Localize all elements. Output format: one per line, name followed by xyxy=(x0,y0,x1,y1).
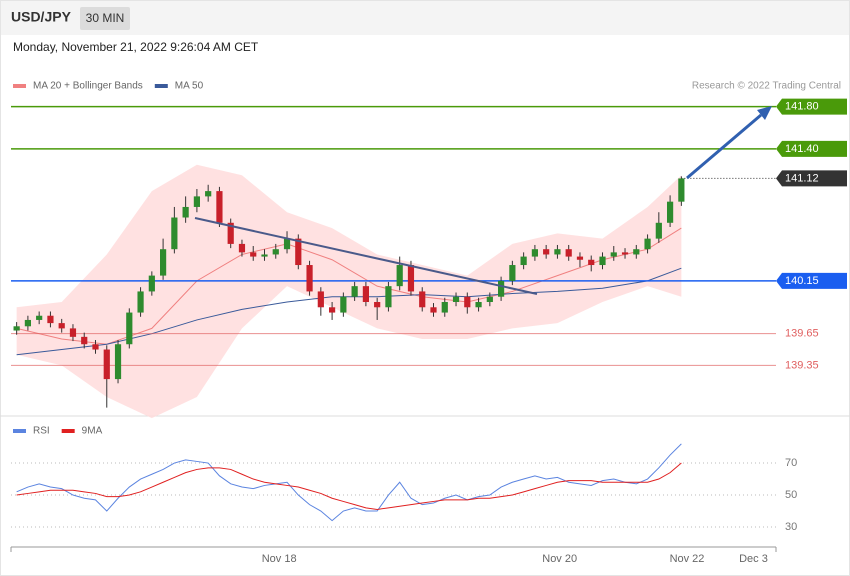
arrow-head xyxy=(757,106,772,120)
candle-body xyxy=(531,249,538,257)
candle-body xyxy=(678,178,685,202)
candle-body xyxy=(588,259,595,266)
bollinger-band xyxy=(16,164,682,419)
candle-body xyxy=(92,344,99,350)
candle-body xyxy=(13,326,20,331)
candle-body xyxy=(351,286,358,297)
candle-body xyxy=(666,201,674,223)
candle-body xyxy=(283,238,291,250)
candle-body xyxy=(137,291,144,313)
level-label: 140.15 xyxy=(785,275,819,287)
rsi-line xyxy=(16,462,682,510)
candle-body xyxy=(633,249,640,255)
candle-body xyxy=(272,249,279,255)
level-label: 141.80 xyxy=(785,101,819,113)
x-tick-label: Nov 18 xyxy=(262,553,297,565)
legend-label: RSI xyxy=(33,426,50,437)
candle-body xyxy=(452,296,460,302)
level-label-box xyxy=(776,272,847,289)
candle-body xyxy=(47,315,54,324)
candle-body xyxy=(520,256,527,266)
candle-body xyxy=(385,286,392,308)
level-label-box xyxy=(776,98,847,115)
candle-body xyxy=(610,252,617,257)
candle-body xyxy=(396,265,403,287)
candle-body xyxy=(238,243,246,253)
candle-body xyxy=(419,291,426,308)
legend-swatch xyxy=(13,429,26,433)
legend-label: MA 20 + Bollinger Bands xyxy=(33,81,143,92)
trend-line xyxy=(194,217,538,295)
candle-body xyxy=(193,196,200,207)
credit: Research © 2022 Trading Central xyxy=(692,81,841,92)
legend-swatch xyxy=(13,84,26,88)
candle-body xyxy=(441,301,448,313)
candle-body xyxy=(114,344,122,380)
header-bar xyxy=(1,1,849,35)
x-tick-label: Dec 3 xyxy=(739,553,768,565)
candle-body xyxy=(160,249,167,276)
candle-body xyxy=(103,349,110,380)
y-tick-label: 70 xyxy=(785,457,797,469)
title: USD/JPY xyxy=(11,9,72,25)
candle-body xyxy=(543,249,550,255)
candle-body xyxy=(655,222,662,239)
candle-body xyxy=(475,301,482,308)
legend-label: 9MA xyxy=(82,426,103,437)
rsi-line xyxy=(16,443,682,522)
legend-swatch xyxy=(61,429,75,433)
candle-body xyxy=(58,323,65,329)
candle-body xyxy=(328,307,336,313)
candle-body xyxy=(250,252,257,257)
candle-body xyxy=(295,238,302,266)
level-label: 139.65 xyxy=(785,328,819,340)
candle-body xyxy=(36,315,43,320)
level-label: 139.35 xyxy=(785,359,819,371)
interval: 30 MIN xyxy=(86,11,125,25)
target-arrow xyxy=(686,113,762,180)
level-label-box xyxy=(776,140,847,157)
x-tick-label: Nov 20 xyxy=(542,553,577,565)
candle-body xyxy=(644,238,651,250)
candle-body xyxy=(554,249,561,255)
candle-body xyxy=(182,206,189,218)
candle-body xyxy=(69,328,77,337)
candle-body xyxy=(317,291,324,308)
candle-body xyxy=(464,296,471,308)
candle-body xyxy=(576,256,584,260)
level-label-box xyxy=(776,170,847,187)
candle-body xyxy=(340,296,347,313)
candle-body xyxy=(171,217,178,250)
candle-body xyxy=(621,252,629,255)
legend-label: MA 50 xyxy=(175,81,204,92)
candle-body xyxy=(24,319,31,327)
candle-body xyxy=(599,256,606,266)
candle-body xyxy=(216,191,223,223)
level-label: 141.12 xyxy=(785,172,819,184)
candle-body xyxy=(205,191,212,197)
candle-body xyxy=(81,336,88,345)
y-tick-label: 30 xyxy=(785,521,797,533)
subtitle: Monday, November 21, 2022 9:26:04 AM CET xyxy=(13,40,259,54)
candle-body xyxy=(430,307,437,313)
candle-body xyxy=(374,301,381,308)
x-tick-label: Nov 22 xyxy=(670,553,705,565)
candle-body xyxy=(486,296,493,302)
candle-body xyxy=(148,275,155,292)
candle-body xyxy=(565,249,572,257)
candle-body xyxy=(126,312,133,345)
legend-swatch xyxy=(154,84,168,88)
candle-body xyxy=(306,265,313,292)
level-label: 141.40 xyxy=(785,143,819,155)
candle-body xyxy=(497,280,505,297)
interval-badge xyxy=(80,7,130,30)
candle-body xyxy=(509,265,516,281)
y-tick-label: 50 xyxy=(785,489,797,501)
candle-body xyxy=(227,222,234,244)
candle-body xyxy=(261,254,268,257)
candle-body xyxy=(362,286,369,302)
candle-body xyxy=(407,265,415,292)
